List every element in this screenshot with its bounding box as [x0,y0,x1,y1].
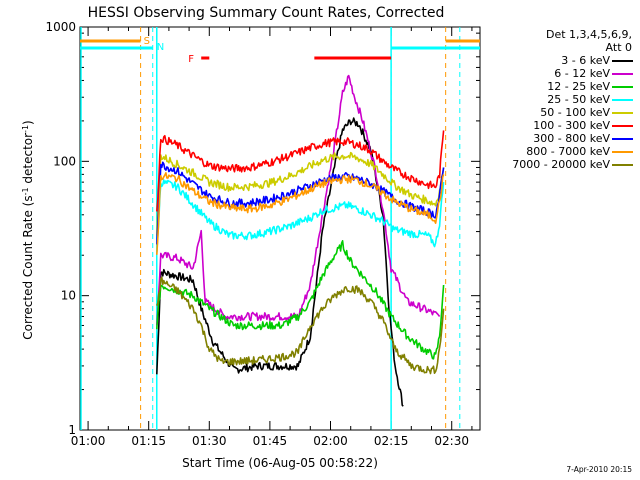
series-line [156,276,445,375]
series-line [156,240,445,360]
legend-label: 25 - 50 keV [547,93,610,106]
series-line [156,151,445,236]
legend-swatch [612,86,633,88]
y-axis-label: Corrected Count Rate (s-1 detector-1) [21,120,36,339]
legend-entry: 300 - 800 keV [480,132,636,145]
x-tick-label: 02:00 [313,434,348,448]
footer-timestamp: 7-Apr-2010 20:15 [566,465,632,474]
saa-label: S [144,36,150,47]
legend-label: 6 - 12 keV [554,67,610,80]
legend: Det 1,3,4,5,6,9, Att 0 3 - 6 keV 6 - 12 k… [480,28,636,171]
x-tick-label: 01:15 [131,434,166,448]
legend-swatch [612,151,633,153]
legend-entry: 800 - 7000 keV [480,145,636,158]
legend-entry: 6 - 12 keV [480,67,636,80]
legend-swatch [612,138,633,140]
legend-label: 300 - 800 keV [533,132,610,145]
x-tick-label: 02:15 [374,434,409,448]
legend-header-line-2: Att 0 [605,41,632,54]
series-line [156,74,441,326]
plot-frame [79,26,481,431]
legend-entry: 3 - 6 keV [480,54,636,67]
legend-label: 50 - 100 keV [540,106,610,119]
legend-label: 800 - 7000 keV [526,145,610,158]
x-tick-label: 01:45 [253,434,288,448]
legend-entry: 12 - 25 keV [480,80,636,93]
x-tick-label: 01:00 [71,434,106,448]
legend-entry: 7000 - 20000 keV [480,158,636,171]
legend-rows: 3 - 6 keV 6 - 12 keV 12 - 25 keV 25 - 50 ke… [480,54,636,171]
legend-swatch [612,112,633,114]
legend-label: 12 - 25 keV [547,80,610,93]
legend-entry: 100 - 300 keV [480,119,636,132]
flare-label: F [188,54,194,65]
series-line [156,172,445,255]
x-axis-label: Start Time (06-Aug-05 00:58:22) [182,456,378,470]
y-tick-label: 1000 [45,20,76,34]
plot-area: 01:00 01:15 01:30 01:45 02:00 02:15 02:30 1 10 10… [45,20,481,448]
y-tick-label: 100 [53,154,76,168]
night-label: N [157,42,164,53]
legend-entry: 25 - 50 keV [480,93,636,106]
legend-label: 100 - 300 keV [533,119,610,132]
legend-entry: 50 - 100 keV [480,106,636,119]
legend-swatch [612,60,633,62]
series-line [156,130,445,212]
y-tick-label: 10 [61,289,76,303]
chart-title: HESSI Observing Summary Count Rates, Cor… [88,5,445,21]
legend-swatch [612,73,633,75]
series-line [156,179,445,253]
legend-swatch [612,125,633,127]
legend-header-line-1: Det 1,3,4,5,6,9, [545,28,632,41]
legend-label: 7000 - 20000 keV [512,158,610,171]
x-tick-label: 02:30 [434,434,469,448]
y-tick-label: 1 [68,423,76,437]
legend-swatch [612,164,633,166]
x-tick-label: 01:30 [192,434,227,448]
legend-swatch [612,99,633,101]
legend-label: 3 - 6 keV [561,54,610,67]
